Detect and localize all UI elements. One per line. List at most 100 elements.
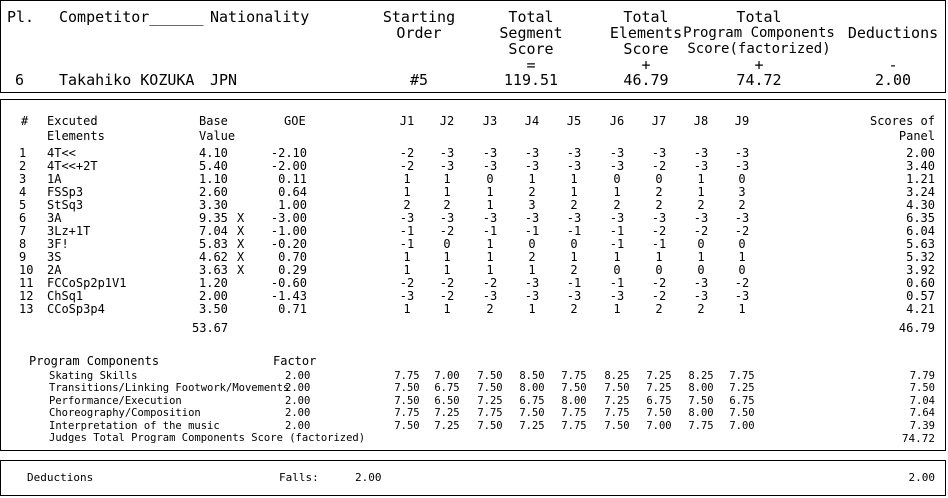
element-base-value: 1.20 — [199, 276, 228, 290]
judge-mark: -3 — [524, 289, 540, 303]
judge-mark: -3 — [693, 159, 709, 173]
judge-mark: 1 — [738, 250, 746, 264]
component-judge-mark: 7.75 — [394, 370, 420, 382]
component-judge-mark: 7.75 — [477, 407, 503, 420]
judge-header: J7 — [651, 114, 667, 128]
judge-mark: 2 — [570, 302, 578, 316]
element-number: 6 — [19, 211, 27, 225]
component-judge-mark: 6.50 — [434, 394, 460, 407]
component-factor: 2.00 — [285, 370, 311, 382]
element-bonus-marker: X — [237, 224, 245, 238]
judge-mark: 1 — [403, 263, 411, 277]
element-panel-score: 3.40 — [906, 159, 935, 173]
judge-mark: 3 — [528, 198, 536, 212]
judge-header: J9 — [734, 114, 750, 128]
judge-mark: -2 — [439, 289, 455, 303]
judge-mark: 1 — [655, 250, 663, 264]
judge-mark: 1 — [443, 185, 451, 199]
judge-mark: 1 — [697, 250, 705, 264]
judge-mark: -1 — [399, 237, 415, 251]
element-panel-score: 0.60 — [906, 276, 935, 290]
deductions-value: 2.00 — [874, 71, 912, 89]
judge-mark: -3 — [482, 211, 498, 225]
component-judge-mark: 7.50 — [646, 407, 672, 420]
judge-mark: 1 — [738, 302, 746, 316]
element-name: CCoSp3p4 — [47, 302, 105, 316]
starting-order-value: #5 — [409, 71, 429, 89]
element-panel-score: 6.04 — [906, 224, 935, 238]
judge-mark: -1 — [609, 224, 625, 238]
judge-mark: -1 — [399, 224, 415, 238]
elements-panel: # Excuted Elements Base Value GOE J1 J2 J3… — [0, 99, 946, 451]
judge-mark: -2 — [399, 276, 415, 290]
total-segment-label: Total Segment Score = — [499, 8, 563, 74]
element-name: 3S — [47, 250, 62, 264]
judge-mark: -3 — [734, 159, 750, 173]
judge-mark: -1 — [609, 276, 625, 290]
component-judge-mark: 7.75 — [394, 407, 420, 420]
element-goe: -2.10 — [270, 146, 307, 160]
element-panel-score: 3.24 — [906, 185, 935, 199]
element-name: 4T<<+2T — [47, 159, 98, 173]
judge-mark: 1 — [403, 302, 411, 316]
judge-mark: 1 — [486, 185, 494, 199]
element-number: 12 — [19, 289, 34, 303]
judge-mark: 2 — [528, 250, 536, 264]
element-number: 5 — [19, 198, 27, 212]
element-base-value: 2.60 — [199, 185, 228, 199]
judge-mark: -2 — [651, 159, 667, 173]
element-name: ChSq1 — [47, 289, 84, 303]
component-judge-mark: 7.75 — [561, 370, 587, 382]
judge-mark: 2 — [570, 198, 578, 212]
judge-mark: -3 — [734, 289, 750, 303]
element-name: 1A — [47, 172, 62, 186]
pcs-total-label: Judges Total Program Components Score (f… — [49, 432, 366, 444]
component-judge-mark: 7.50 — [604, 419, 630, 432]
judge-mark: -3 — [439, 146, 455, 160]
judge-mark: 0 — [613, 263, 621, 277]
component-name: Transitions/Linking Footwork/Movements — [49, 382, 290, 395]
component-judge-mark: 6.75 — [729, 394, 755, 407]
element-base-value: 2.00 — [199, 289, 228, 303]
component-judge-mark: 7.00 — [729, 419, 755, 432]
component-factor: 2.00 — [285, 394, 311, 407]
judge-mark: 2 — [655, 302, 663, 316]
col-score-header-2: Panel — [898, 129, 935, 143]
judge-mark: 1 — [528, 302, 536, 316]
competitor-name: Takahiko KOZUKA — [59, 71, 195, 89]
judge-mark: -3 — [693, 146, 709, 160]
element-goe: -1.00 — [270, 224, 307, 238]
judge-mark: 1 — [570, 185, 578, 199]
col-element-header-1: Excuted — [47, 114, 98, 128]
component-judge-mark: 7.50 — [394, 394, 420, 407]
element-number: 8 — [19, 237, 27, 251]
component-judge-mark: 8.00 — [519, 382, 545, 395]
component-judge-mark: 7.25 — [434, 419, 460, 432]
element-number: 3 — [19, 172, 27, 186]
judge-mark: -3 — [524, 276, 540, 290]
judge-mark: 1 — [443, 172, 451, 186]
judge-mark: 3 — [738, 185, 746, 199]
judge-mark: 1 — [697, 185, 705, 199]
judge-mark: 0 — [655, 172, 663, 186]
component-judge-mark: 7.25 — [434, 407, 460, 420]
element-number: 11 — [19, 276, 34, 290]
nation-value: JPN — [210, 71, 238, 89]
component-judge-mark: 8.25 — [604, 370, 630, 382]
element-name: 3A — [47, 211, 62, 225]
judge-mark: -2 — [482, 276, 498, 290]
falls-value: 2.00 — [355, 471, 382, 484]
judge-mark: 1 — [443, 302, 451, 316]
judge-mark: 1 — [528, 263, 536, 277]
judge-mark: 0 — [697, 237, 705, 251]
element-panel-score: 3.92 — [906, 263, 935, 277]
judge-mark: 2 — [403, 198, 411, 212]
judge-mark: -3 — [482, 146, 498, 160]
component-judge-mark: 7.25 — [646, 382, 672, 395]
factor-label: Factor — [273, 354, 317, 368]
element-goe: 0.70 — [278, 250, 307, 264]
judge-mark: -3 — [482, 159, 498, 173]
judge-mark: -1 — [524, 224, 540, 238]
element-goe: 0.64 — [278, 185, 307, 199]
starting-order-label: Starting Order — [382, 8, 456, 42]
